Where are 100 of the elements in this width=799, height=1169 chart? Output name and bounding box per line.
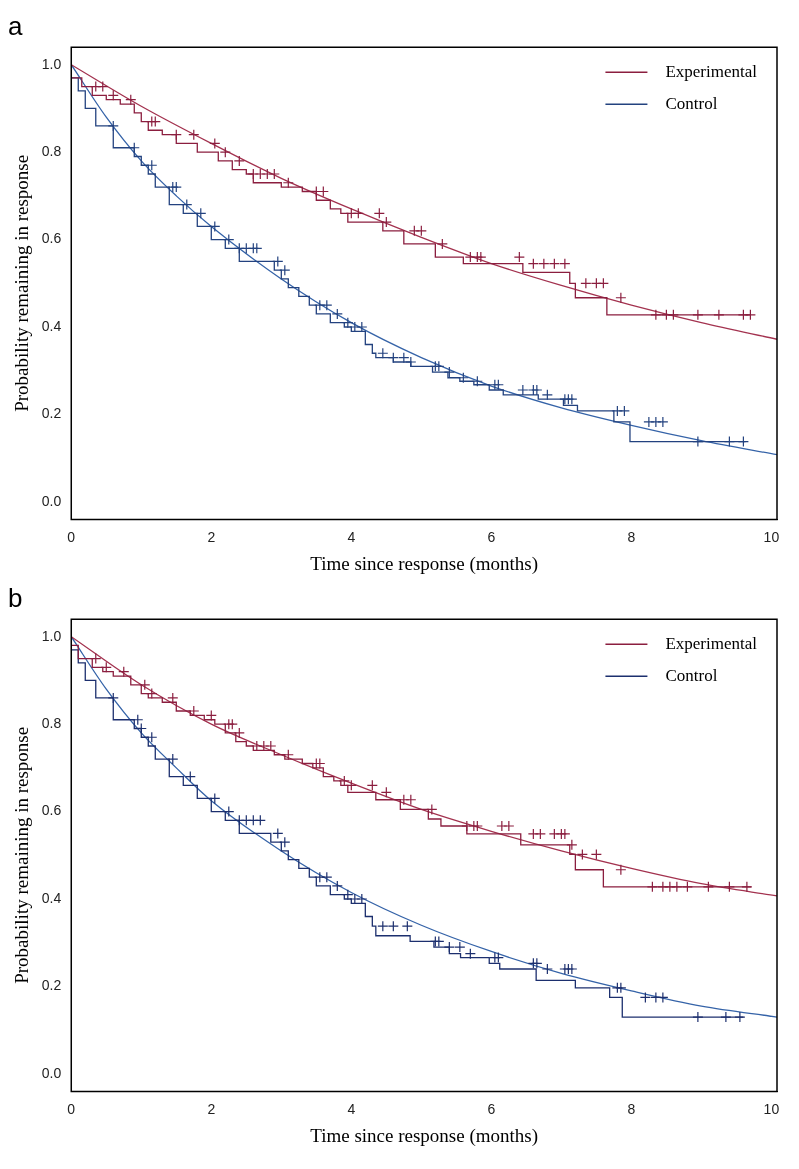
point [268,168,280,180]
point [566,393,578,405]
point [541,963,553,975]
point [167,753,179,765]
point [107,89,119,101]
point [146,687,158,700]
point [377,347,389,359]
point [377,920,389,932]
point [282,177,294,189]
point [615,864,627,876]
point [657,991,669,1003]
x-tick-label: 2 [207,1100,216,1117]
point [205,709,217,721]
point [209,220,221,233]
x-axis-title: Time since response (months) [310,1124,539,1147]
x-tick-label: 0 [67,1100,76,1117]
point [233,727,245,739]
point [454,941,466,953]
y-axis-title: Probability remaining in response [11,726,33,984]
y-tick-label: 0.6 [41,802,62,819]
y-tick-label: 0.8 [41,142,62,159]
point [279,836,291,848]
x-tick-label: 2 [207,528,216,545]
y-tick-label: 0.2 [41,977,62,994]
point [615,292,627,304]
y-tick-label: 0.0 [41,1064,62,1081]
x-axis-title: Time since response (months) [310,552,539,575]
point [527,258,539,270]
y-tick-label: 0.2 [41,405,62,422]
chart-title: b [8,582,23,613]
y-tick-label: 1.0 [41,627,62,644]
x-tick-label: 4 [347,528,356,545]
point [132,714,144,726]
point [576,848,588,861]
point [538,258,550,270]
legend-label: Control [665,665,718,685]
point [517,384,529,396]
y-axis-title: Probability remaining in response [11,154,33,412]
point [209,792,221,805]
point [471,375,483,387]
point [279,264,291,276]
point [436,238,448,250]
point [90,652,102,665]
point [352,207,364,219]
point [548,258,560,270]
x-tick-label: 8 [627,1100,636,1117]
x-tick-label: 10 [763,528,780,545]
point [223,233,235,246]
point [387,920,399,932]
point [272,255,284,268]
point [433,935,445,948]
point [475,251,487,263]
point [380,216,392,228]
point [590,848,602,861]
y-tick-label: 0.4 [41,317,62,334]
x-tick-label: 8 [627,528,636,545]
point [233,155,245,167]
point [139,679,151,691]
y-tick-label: 0.0 [41,492,62,509]
point [209,137,221,149]
point [405,794,417,806]
point [531,384,543,396]
point [254,814,266,826]
point [321,871,333,883]
legend-label: Experimental [665,61,758,81]
point [513,251,525,263]
point [426,803,438,815]
point [464,948,476,960]
legend-label: Experimental [665,633,758,653]
point [146,731,158,743]
point [503,820,515,832]
point [146,159,158,171]
point [321,299,333,311]
point [366,779,378,791]
point [580,277,592,289]
point [184,771,196,783]
point [181,199,193,211]
point [657,416,669,428]
point [457,372,469,384]
point [373,207,385,219]
point [401,920,413,932]
point [125,94,137,106]
point [541,389,553,401]
point [615,982,627,994]
point [566,963,578,975]
y-tick-label: 0.6 [41,230,62,247]
point [331,308,343,320]
x-tick-label: 4 [347,1100,356,1117]
point [331,880,343,892]
chart-title: a [8,10,23,41]
x-tick-label: 0 [67,528,76,545]
point [597,277,609,289]
point [272,827,284,840]
point [433,360,445,372]
point [251,242,263,254]
point [97,80,109,93]
point [188,129,200,141]
point [195,207,207,219]
x-tick-label: 10 [763,1100,780,1117]
x-tick-label: 6 [487,528,496,545]
